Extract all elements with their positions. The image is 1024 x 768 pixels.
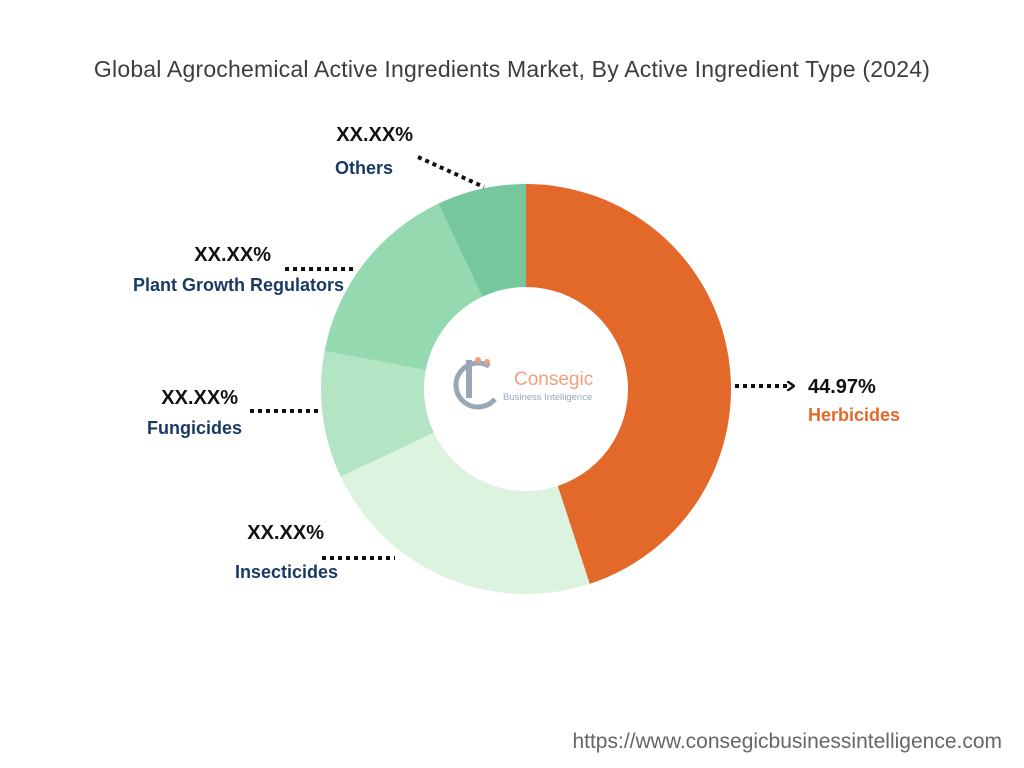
slice-label-fungicides: Fungicides (147, 418, 242, 438)
slice-insecticides (340, 432, 590, 594)
slice-labels: 44.97% Herbicides XX.XX% Insecticides XX.XX%… (133, 124, 900, 582)
leader-lines (250, 155, 790, 560)
chart-title: Global Agrochemical Active Ingredients M… (93, 56, 931, 82)
slice-fungicides (321, 350, 434, 477)
slice-value-insecticides: XX.XX% (247, 522, 324, 544)
slice-value-herbicides: 44.97% (808, 376, 876, 398)
slice-label-herbicides: Herbicides (808, 405, 900, 425)
slice-others (438, 184, 526, 297)
slice-herbicides (526, 184, 731, 584)
slice-label-plant-growth-regulators: Plant Growth Regulators (133, 275, 344, 295)
slice-value-others: XX.XX% (336, 124, 413, 146)
logo-tagline: Business Intelligence (503, 392, 592, 403)
leader-line-others (417, 155, 485, 189)
slice-label-insecticides: Insecticides (235, 562, 338, 582)
logo-name: Consegic (514, 369, 593, 390)
slice-plant-growth-regulators (324, 203, 483, 371)
slice-value-fungicides: XX.XX% (161, 387, 238, 409)
slice-label-others: Others (335, 158, 393, 178)
slice-value-plant-growth-regulators: XX.XX% (194, 244, 271, 266)
donut-slices (321, 184, 731, 594)
source-url[interactable]: https://www.consegicbusinessintelligence… (572, 730, 1002, 753)
consegic-logo-icon: Consegic Business Intelligence (453, 357, 593, 410)
